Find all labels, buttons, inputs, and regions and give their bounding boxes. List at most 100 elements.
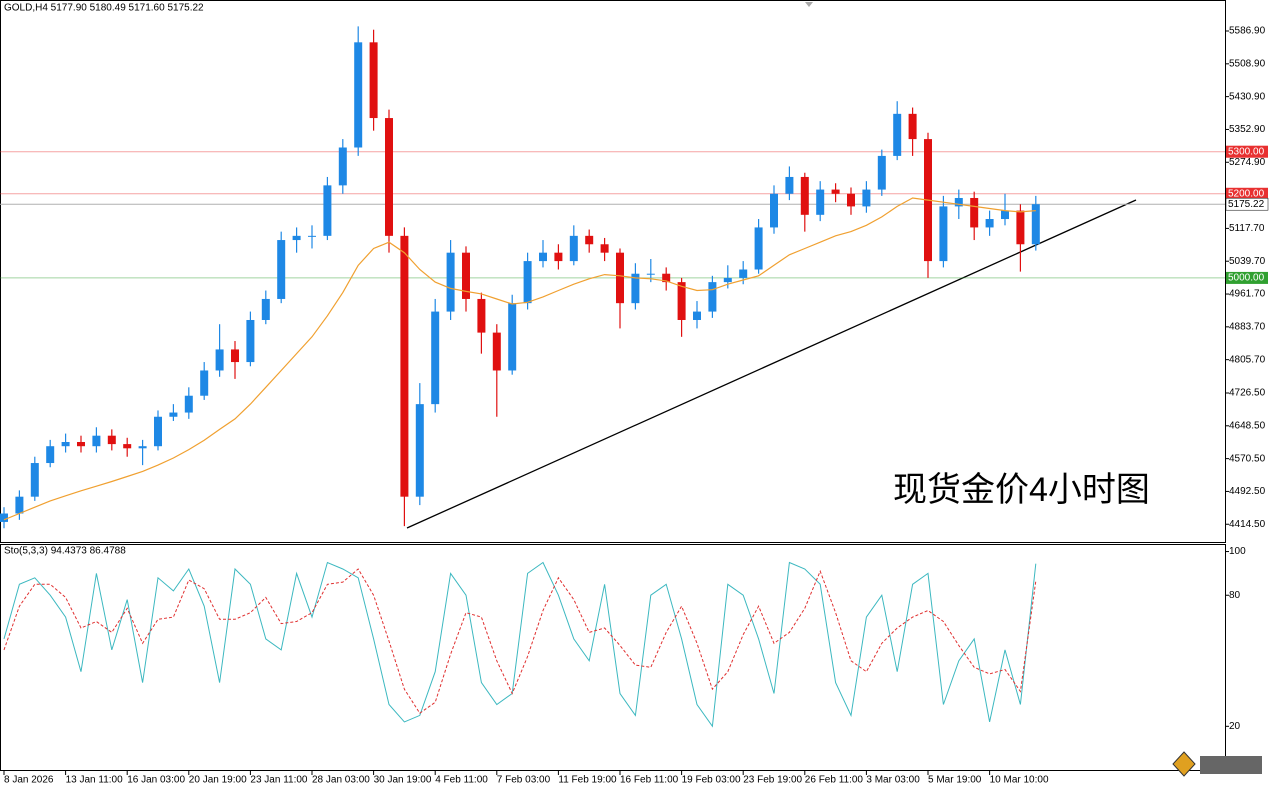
- candle-body: [123, 444, 132, 449]
- y-tick-label: 100: [1229, 546, 1246, 557]
- y-tick-label: 4961.70: [1229, 289, 1266, 300]
- candle-body: [646, 273, 655, 275]
- candle-body: [61, 441, 70, 447]
- candle-body: [46, 446, 55, 464]
- stoch-title: Sto(5,3,3) 94.4373 86.4788: [4, 546, 126, 557]
- y-tick-label: 4570.50: [1229, 453, 1266, 464]
- candle-body: [662, 273, 671, 283]
- candle-body: [831, 189, 840, 194]
- shift-marker: [805, 2, 813, 7]
- y-tick-label: 5508.90: [1229, 58, 1266, 69]
- y-tick-label: 4648.50: [1229, 420, 1266, 431]
- x-tick-label: 11 Feb 19:00: [558, 775, 617, 786]
- candle-body: [754, 227, 763, 270]
- candle-body: [1001, 210, 1009, 220]
- y-tick-label: 5586.90: [1229, 26, 1266, 37]
- candle-body: [292, 235, 301, 241]
- candle-body: [800, 176, 809, 215]
- candle-body: [354, 42, 363, 148]
- candle-body: [0, 513, 8, 522]
- candle-body: [169, 412, 178, 417]
- price-label-box: [1225, 197, 1269, 211]
- x-tick-label: 16 Feb 11:00: [620, 775, 679, 786]
- level-label-box: [1226, 187, 1268, 200]
- candle-body: [462, 252, 470, 299]
- chart-title: GOLD,H4 5177.90 5180.49 5171.60 5175.22: [4, 3, 204, 14]
- level-label: 5300.00: [1228, 146, 1265, 157]
- candle-body: [215, 349, 224, 371]
- candle-body: [893, 113, 902, 156]
- price-frame: [0, 0, 1226, 543]
- y-tick-label: 5430.90: [1229, 91, 1266, 102]
- candle-body: [492, 332, 501, 371]
- candle-body: [138, 446, 147, 449]
- x-tick-label: 26 Feb 11:00: [805, 775, 864, 786]
- candle-body: [693, 311, 701, 320]
- y-tick-label: 4883.70: [1229, 321, 1266, 332]
- candle-body: [231, 349, 239, 363]
- candle-body: [523, 261, 532, 304]
- candle-body: [154, 416, 162, 447]
- candle-body: [92, 435, 101, 447]
- candle-body: [400, 235, 409, 497]
- candle-body: [30, 463, 39, 497]
- candle-body: [847, 193, 855, 207]
- candle-body: [477, 298, 486, 333]
- stoch-line: [3, 561, 1037, 728]
- candle-body: [708, 282, 717, 312]
- x-tick-label: 16 Jan 03:00: [127, 775, 185, 786]
- y-tick-label: 4805.70: [1229, 354, 1266, 365]
- x-tick-label: 23 Jan 11:00: [250, 775, 308, 786]
- candle-body: [877, 155, 886, 190]
- candle-body: [385, 118, 393, 236]
- x-tick-label: 10 Mar 10:00: [990, 775, 1049, 786]
- y-tick-label: 4726.50: [1229, 388, 1266, 399]
- x-tick-label: 3 Mar 03:00: [866, 775, 920, 786]
- candle-body: [677, 282, 686, 320]
- candle-body: [770, 193, 778, 228]
- candle-body: [1031, 204, 1040, 245]
- x-tick-label: 7 Feb 03:00: [497, 775, 551, 786]
- candle-body: [939, 206, 948, 262]
- logo-plate: [1200, 756, 1262, 774]
- candle-body: [908, 113, 917, 140]
- candle-body: [1016, 210, 1025, 245]
- candle-body: [816, 189, 825, 215]
- candle-body: [508, 303, 517, 371]
- candle-body: [308, 235, 316, 237]
- candle-body: [569, 235, 578, 262]
- candle-body: [323, 185, 332, 236]
- candle-body: [985, 219, 994, 228]
- candle-body: [184, 395, 193, 413]
- y-tick-label: 5274.90: [1229, 157, 1266, 168]
- candle-body: [277, 240, 286, 299]
- candle-body: [862, 189, 871, 207]
- level-label-box: [1226, 145, 1268, 158]
- candle-body: [723, 277, 732, 283]
- y-tick-label: 5352.90: [1229, 124, 1266, 135]
- candle-body: [554, 252, 563, 262]
- candle-body: [585, 235, 594, 245]
- y-tick-label: 4414.50: [1229, 519, 1266, 530]
- x-tick-label: 20 Jan 19:00: [189, 775, 247, 786]
- level-label: 5000.00: [1228, 273, 1265, 284]
- candle-body: [616, 252, 624, 304]
- y-tick-label: 5117.70: [1229, 223, 1265, 234]
- candle-body: [954, 197, 963, 207]
- candle-body: [415, 404, 424, 497]
- x-tick-label: 19 Feb 03:00: [682, 775, 741, 786]
- trend-line: [406, 199, 1137, 529]
- candle-body: [600, 244, 609, 253]
- y-tick-label: 4492.50: [1229, 486, 1266, 497]
- stoch-line: [3, 568, 1037, 714]
- candle-body: [369, 42, 378, 119]
- x-tick-label: 28 Jan 03:00: [312, 775, 370, 786]
- stoch-frame: [0, 544, 1226, 771]
- price-label: 5175.22: [1228, 199, 1265, 210]
- candle-body: [446, 252, 455, 312]
- candle-body: [200, 370, 209, 396]
- candle-body: [15, 496, 24, 514]
